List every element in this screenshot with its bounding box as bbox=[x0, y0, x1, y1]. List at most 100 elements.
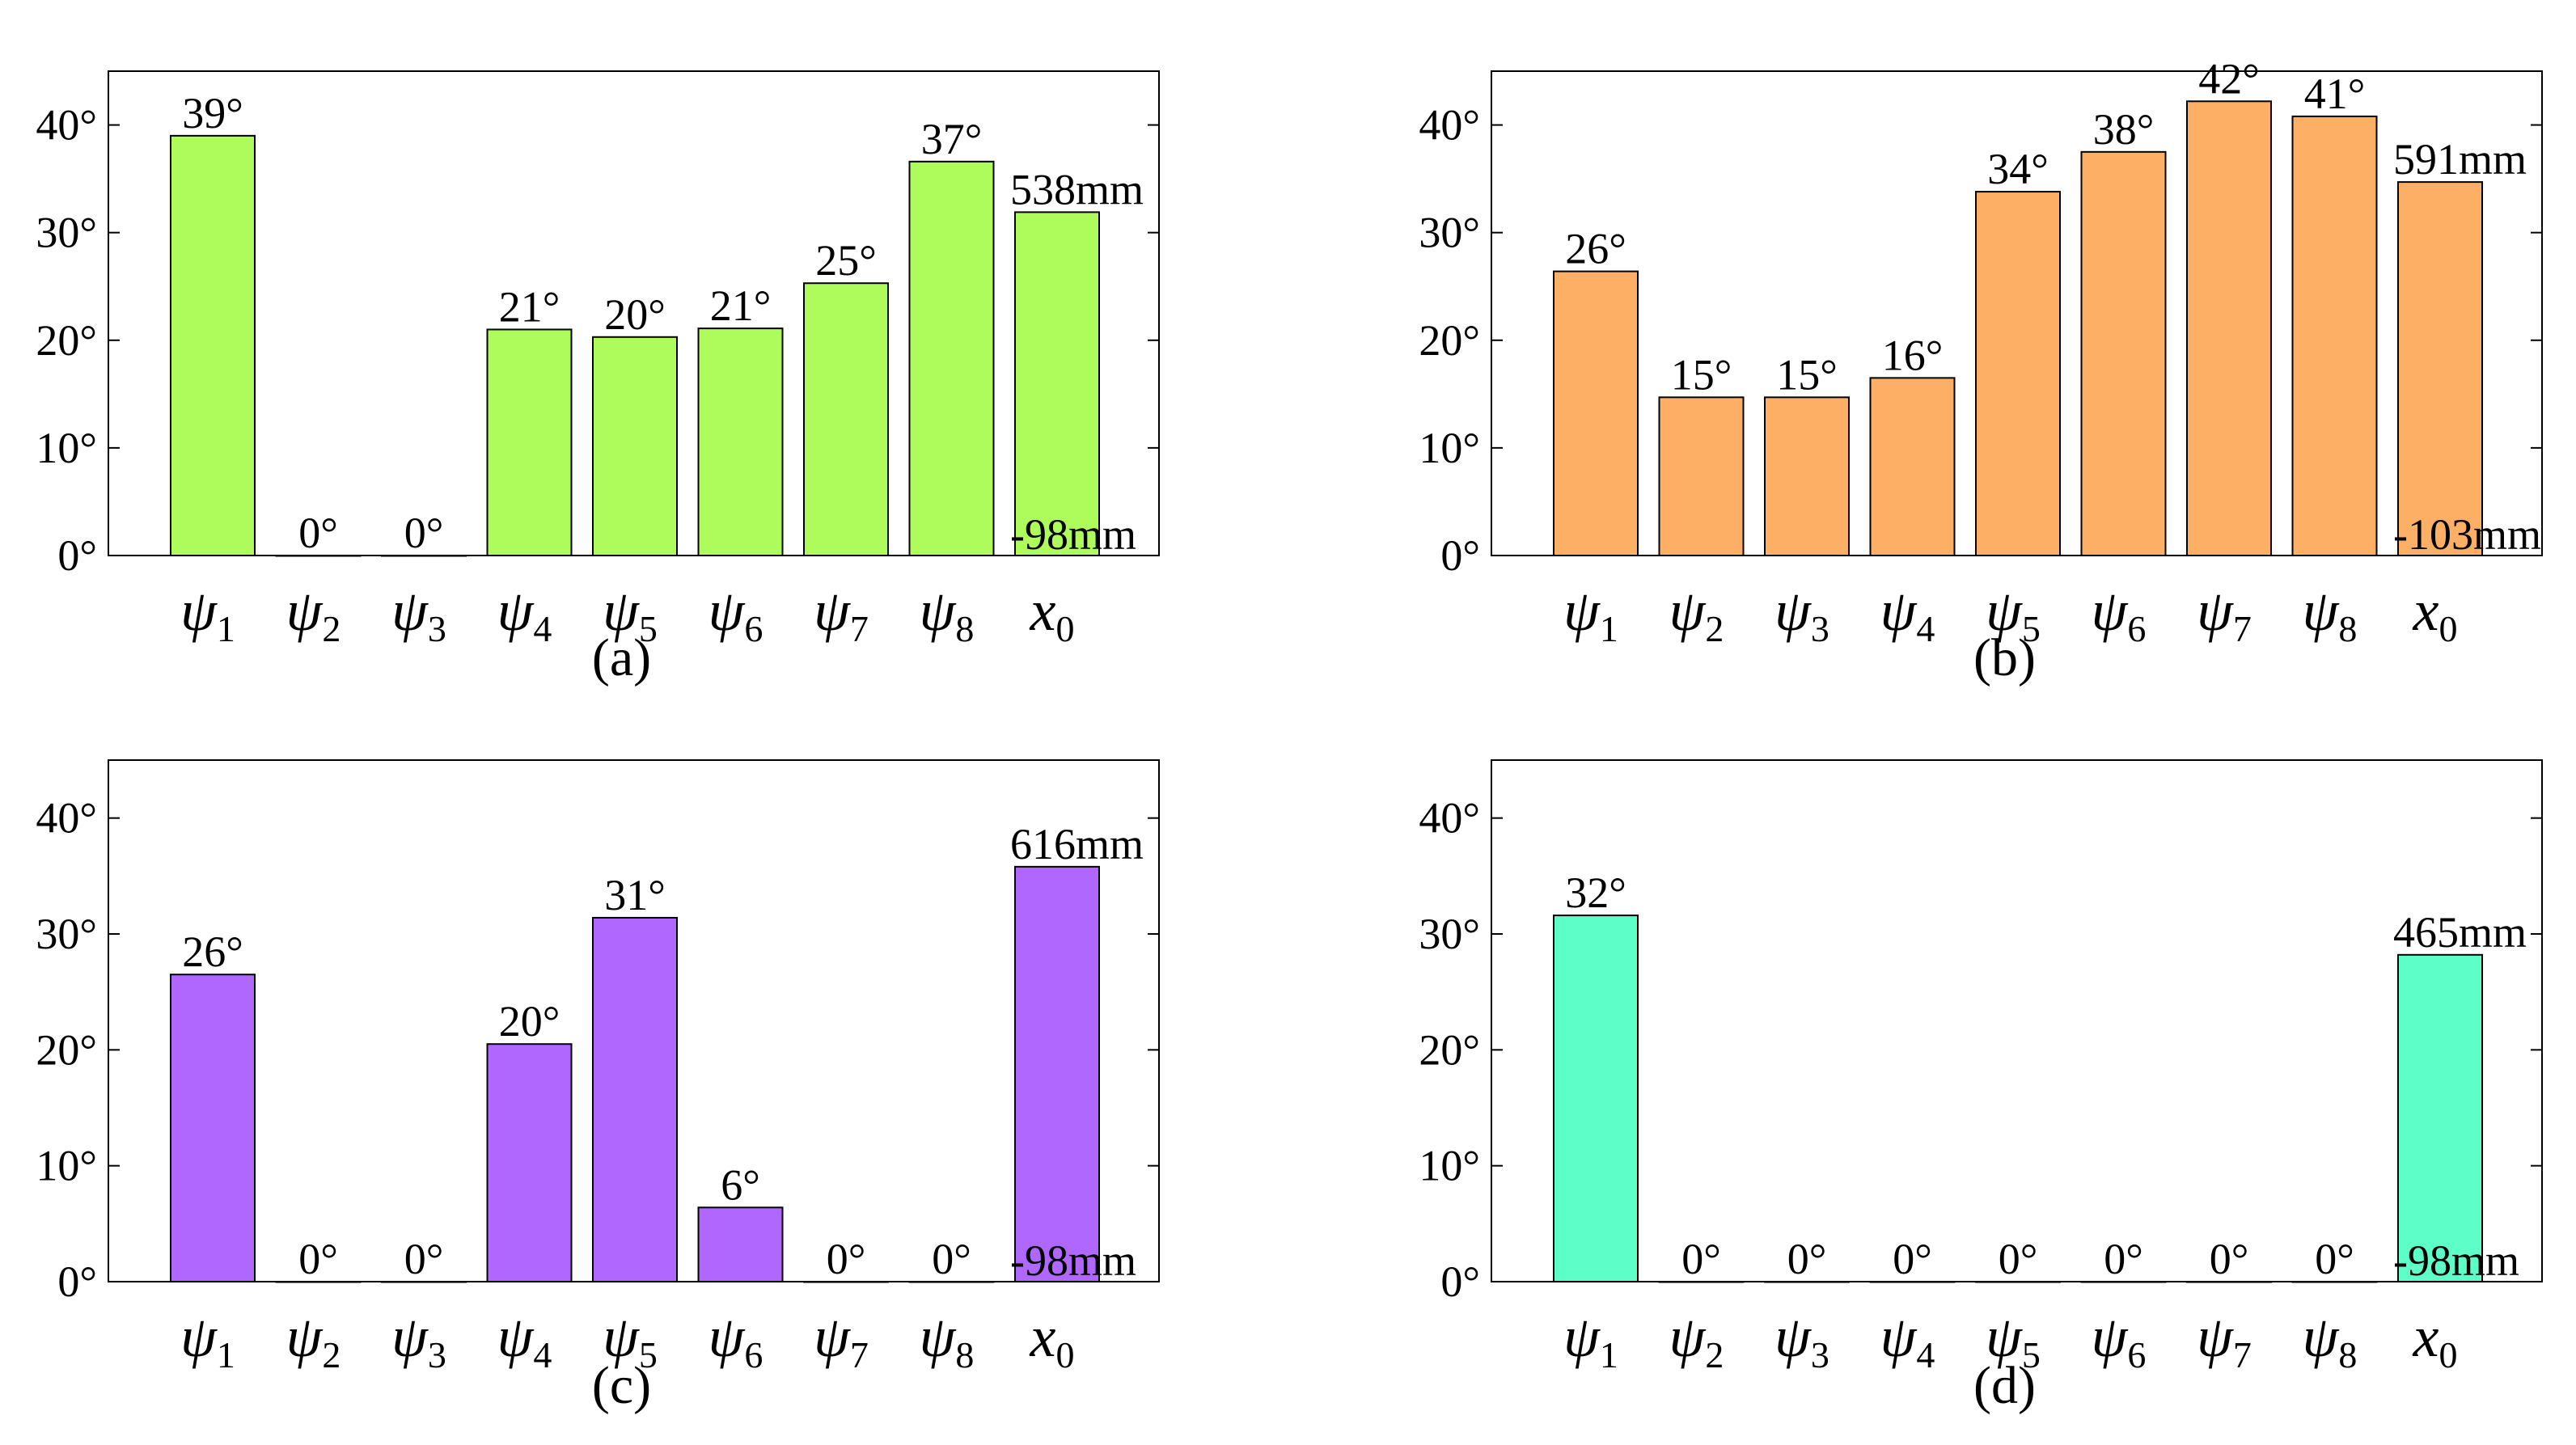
x-tick-label: ψ5 bbox=[1986, 1304, 2041, 1375]
x-tick-label: ψ7 bbox=[2197, 1304, 2252, 1375]
x-tick-label: ψ3 bbox=[1774, 1304, 1829, 1375]
y-tick-label: 0° bbox=[57, 531, 97, 580]
x-tick-label: ψ7 bbox=[814, 1304, 869, 1375]
x0-min-label: -103mm bbox=[2393, 510, 2541, 559]
data-label: 15° bbox=[1671, 350, 1732, 399]
bar bbox=[486, 328, 573, 556]
data-label: 0° bbox=[932, 1235, 971, 1283]
x-tick-label: ψ2 bbox=[286, 1304, 341, 1375]
data-label: 0° bbox=[2210, 1235, 2249, 1283]
bar bbox=[486, 1043, 573, 1282]
x-tick-label: ψ1 bbox=[180, 578, 235, 649]
x-tick-label: ψ5 bbox=[603, 578, 658, 649]
bar bbox=[592, 916, 678, 1283]
data-label: 0° bbox=[1681, 1235, 1721, 1283]
data-label: 42° bbox=[2198, 54, 2260, 103]
bar bbox=[2397, 181, 2483, 557]
y-tick-label: 10° bbox=[1419, 1142, 1480, 1190]
y-tick-label: 40° bbox=[36, 794, 97, 843]
y-tick-label: 0° bbox=[1440, 1257, 1480, 1306]
panel-label: (d) bbox=[1973, 1356, 2036, 1415]
panel-label: (a) bbox=[592, 628, 651, 687]
x-tick-label: x0 bbox=[2413, 1304, 2458, 1375]
bar bbox=[697, 327, 784, 556]
bar bbox=[2080, 150, 2167, 556]
data-label: 38° bbox=[2093, 105, 2155, 154]
y-tick-label: 30° bbox=[36, 910, 97, 958]
x-tick-label: ψ1 bbox=[1563, 578, 1618, 649]
y-tick-label: 20° bbox=[1419, 1025, 1480, 1074]
x-tick-label: ψ7 bbox=[814, 578, 869, 649]
bar bbox=[1658, 396, 1745, 556]
x-tick-label: ψ8 bbox=[920, 578, 975, 649]
x-tick-label: ψ4 bbox=[497, 578, 552, 649]
bar bbox=[1975, 191, 2061, 556]
y-tick-label: 20° bbox=[36, 1025, 97, 1074]
x-tick-label: ψ4 bbox=[1880, 578, 1935, 649]
data-label: 0° bbox=[1893, 1235, 1932, 1283]
bar bbox=[2291, 115, 2378, 556]
panel-d: 0° 10° 20° 30° 40° 32° ψ1 0° ψ2 0° ψ3 0° ψ4 0° ψ5 0° ψ6 0… bbox=[1419, 759, 2543, 1415]
y-tick-label: 20° bbox=[1419, 316, 1480, 365]
data-label: 15° bbox=[1776, 350, 1838, 399]
x0-min-label: -98mm bbox=[1010, 1236, 1136, 1285]
panel-label: (b) bbox=[1973, 628, 2036, 687]
plot-frame bbox=[1491, 759, 2543, 1282]
y-tick-label: 10° bbox=[36, 1142, 97, 1190]
data-label: 16° bbox=[1882, 331, 1944, 379]
data-label: 0° bbox=[1999, 1235, 2038, 1283]
data-label: 6° bbox=[721, 1160, 760, 1209]
data-label: 0° bbox=[298, 1235, 338, 1283]
data-label: 0° bbox=[827, 1235, 866, 1283]
x-tick-label: ψ5 bbox=[603, 1304, 658, 1375]
x-tick-label: ψ3 bbox=[391, 578, 446, 649]
x-tick-label: ψ6 bbox=[2092, 578, 2147, 649]
data-label: 25° bbox=[815, 236, 877, 285]
x-tick-label: ψ2 bbox=[1669, 1304, 1724, 1375]
x-tick-label: ψ3 bbox=[1774, 578, 1829, 649]
bar bbox=[170, 134, 256, 557]
panel-label: (c) bbox=[592, 1356, 651, 1415]
panel-c: 0° 10° 20° 30° 40° 26° ψ1 0° ψ2 0° ψ3 20° ψ4 31° ψ5 6° ψ… bbox=[36, 759, 1160, 1415]
y-tick-label: 20° bbox=[36, 316, 97, 365]
data-label: 0° bbox=[2315, 1235, 2354, 1283]
x-tick-label: ψ6 bbox=[709, 1304, 763, 1375]
bar bbox=[803, 282, 889, 556]
x-tick-label: ψ1 bbox=[1563, 1304, 1618, 1375]
x-tick-label: ψ5 bbox=[1986, 578, 2041, 649]
x-tick-label: ψ2 bbox=[1669, 578, 1724, 649]
bar bbox=[908, 160, 995, 557]
data-label: 0° bbox=[404, 1235, 444, 1283]
x-tick-label: x0 bbox=[1030, 1304, 1075, 1375]
x-tick-label: ψ2 bbox=[286, 578, 341, 649]
data-label: 21° bbox=[499, 282, 560, 331]
bar bbox=[1869, 377, 1956, 556]
data-label: 39° bbox=[182, 89, 243, 137]
y-tick-label: 30° bbox=[1419, 910, 1480, 958]
data-label: 0° bbox=[2104, 1235, 2143, 1283]
y-tick-label: 0° bbox=[1440, 531, 1480, 580]
data-label: 0° bbox=[404, 509, 444, 557]
x0-min-label: -98mm bbox=[1010, 510, 1136, 559]
data-label: 538mm bbox=[1010, 165, 1144, 213]
data-label: 31° bbox=[604, 871, 666, 919]
data-label: 465mm bbox=[2393, 908, 2527, 957]
bar bbox=[1014, 865, 1100, 1283]
panel-b: 0° 10° 20° 30° 40° 26° ψ1 15° ψ2 15° ψ3 16° ψ4 34° ψ5 3… bbox=[1419, 54, 2543, 687]
data-label: 0° bbox=[1787, 1235, 1827, 1283]
x-tick-label: x0 bbox=[1030, 578, 1075, 649]
data-label: 41° bbox=[2304, 70, 2366, 118]
panel-a: 0° 10° 20° 30° 40° 39° ψ1 0° ψ2 0° ψ3 21° ψ4 20° ψ5 21°… bbox=[36, 70, 1160, 687]
x-tick-label: ψ6 bbox=[709, 578, 763, 649]
bar bbox=[1764, 396, 1850, 556]
x-tick-label: ψ8 bbox=[2303, 1304, 2358, 1375]
bar bbox=[2186, 100, 2272, 556]
bar bbox=[2397, 953, 2483, 1283]
bar bbox=[1014, 211, 1100, 556]
data-label: 616mm bbox=[1010, 820, 1144, 868]
x-tick-label: ψ8 bbox=[2303, 578, 2358, 649]
x-tick-label: ψ4 bbox=[497, 1304, 552, 1375]
y-tick-label: 40° bbox=[1419, 794, 1480, 843]
bar bbox=[170, 974, 256, 1282]
